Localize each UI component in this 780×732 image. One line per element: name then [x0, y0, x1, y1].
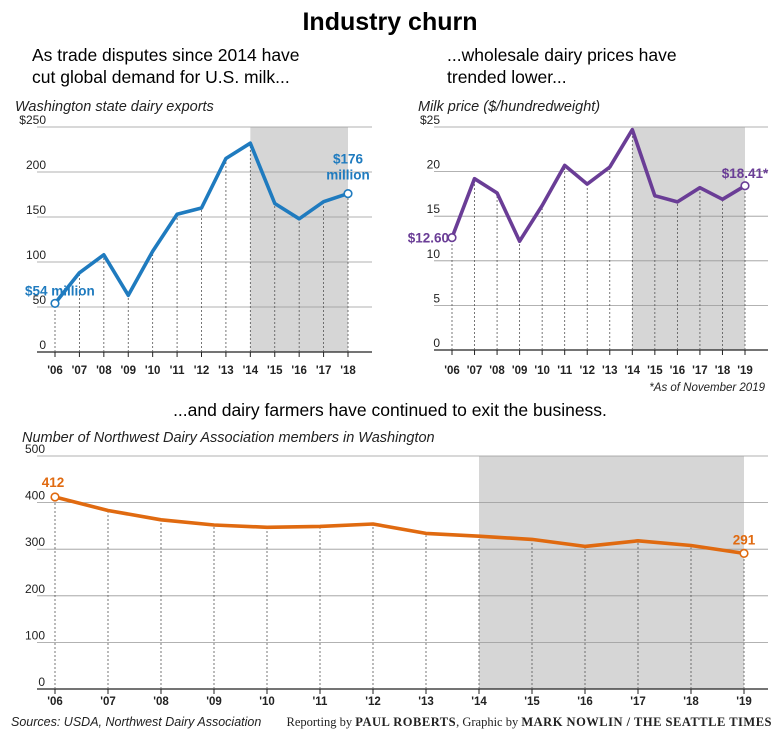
members-xtick-label: '11 — [313, 696, 328, 708]
price-ytick-label: 20 — [427, 158, 441, 172]
exports-xtick-label: '06 — [47, 365, 63, 377]
price-ytick-label: 15 — [427, 202, 441, 216]
members-end-label: 291 — [733, 532, 756, 547]
subtitle-left-line-2: cut global demand for U.S. milk... — [32, 67, 290, 87]
price-ytick-label: $25 — [420, 113, 440, 127]
members-xtick-label: '14 — [471, 696, 487, 708]
members-chart: 0 100 200 300 400 500 '06 '07 '08 '09 '10 '11 '12 '13… — [25, 442, 768, 708]
exports-xtick-label: '15 — [267, 365, 283, 377]
members-point-start — [50, 492, 60, 502]
members-xtick-label: '17 — [630, 696, 646, 708]
price-ytick-label: 10 — [427, 247, 441, 261]
price-xtick-label: '10 — [534, 365, 550, 377]
price-xtick-label: '07 — [467, 365, 483, 377]
credit-reporting-prefix: Reporting by — [287, 715, 356, 729]
exports-start-label: $54 million — [25, 283, 95, 298]
exports-xtick-label: '14 — [243, 365, 259, 377]
price-xtick-label: '11 — [557, 365, 572, 377]
members-xtick-label: '19 — [736, 696, 752, 708]
members-start-label: 412 — [42, 475, 65, 490]
price-xtick-label: '08 — [489, 365, 505, 377]
members-ytick-label: 400 — [25, 489, 45, 503]
credit-graphic-prefix: , Graphic by — [456, 715, 521, 729]
price-point-end — [740, 181, 750, 191]
price-xtick-label: '18 — [715, 365, 731, 377]
price-end-label: $18.41* — [722, 166, 769, 181]
price-ytick-label: 5 — [433, 291, 440, 305]
price-xtick-label: '17 — [692, 365, 708, 377]
source-line: Sources: USDA, Northwest Dairy Associati… — [11, 715, 261, 729]
price-xtick-label: '09 — [512, 365, 528, 377]
exports-point-end — [343, 189, 353, 199]
exports-xtick-label: '09 — [120, 365, 136, 377]
price-xtick-label: '13 — [602, 365, 618, 377]
price-chart: 0 5 10 15 20 $25 '06 '07 '08 '09 '10 '11 '12 '13 '14 '1… — [408, 113, 769, 377]
price-shaded-period — [632, 127, 745, 350]
subtitle-right-line-2: trended lower... — [447, 67, 567, 87]
exports-ytick-label: 150 — [26, 203, 46, 217]
exports-ytick-label: 50 — [33, 293, 47, 307]
price-xtick-label: '15 — [647, 365, 663, 377]
members-xtick-label: '15 — [524, 696, 540, 708]
exports-xtick-label: '17 — [316, 365, 332, 377]
members-xtick-label: '07 — [100, 696, 116, 708]
exports-xtick-label: '18 — [340, 365, 356, 377]
members-series-line — [53, 495, 746, 556]
exports-xtick-label: '13 — [218, 365, 234, 377]
credit-line: Reporting by PAUL ROBERTS, Graphic by MA… — [287, 715, 773, 729]
price-point-start — [447, 233, 457, 243]
exports-xtick-label: '07 — [72, 365, 88, 377]
exports-end-label-line-2: million — [326, 168, 370, 183]
members-ytick-label: 300 — [25, 535, 45, 549]
price-xtick-label: '16 — [670, 365, 686, 377]
price-xtick-label: '14 — [625, 365, 641, 377]
price-xtick-label: '19 — [737, 365, 753, 377]
price-xtick-label: '12 — [579, 365, 595, 377]
exports-ytick-label: $250 — [19, 113, 46, 127]
members-xtick-label: '10 — [259, 696, 275, 708]
exports-series-line — [53, 141, 350, 306]
exports-end-label-line-1: $176 — [333, 152, 364, 167]
exports-ytick-label: 100 — [26, 248, 46, 262]
members-xtick-label: '08 — [153, 696, 169, 708]
exports-xtick-label: '12 — [194, 365, 210, 377]
exports-xtick-label: '10 — [145, 365, 161, 377]
members-xtick-label: '16 — [577, 696, 593, 708]
price-xtick-label: '06 — [444, 365, 460, 377]
footnote: *As of November 2019 — [649, 382, 765, 394]
main-title: Industry churn — [302, 8, 477, 36]
exports-xtick-label: '08 — [96, 365, 112, 377]
subtitle-left-line-1: As trade disputes since 2014 have — [32, 45, 300, 65]
price-ytick-label: 0 — [433, 336, 440, 350]
subtitle-bottom: ...and dairy farmers have continued to e… — [173, 400, 607, 420]
members-shaded-period — [479, 456, 744, 689]
members-chart-title: Number of Northwest Dairy Association me… — [22, 430, 435, 446]
credit-artist: MARK NOWLIN / THE SEATTLE TIMES — [521, 715, 772, 729]
subtitle-right-line-1: ...wholesale dairy prices have — [447, 45, 677, 65]
members-ytick-label: 200 — [25, 582, 45, 596]
members-ytick-label: 500 — [25, 442, 45, 456]
members-xtick-label: '18 — [683, 696, 699, 708]
members-xtick-label: '06 — [47, 696, 63, 708]
exports-chart: 0 50 100 150 200 $250 '06 '07 '08 '09 '10 '11 '12 '13… — [19, 113, 372, 377]
price-chart-title: Milk price ($/hundredweight) — [418, 99, 600, 115]
exports-ytick-label: 200 — [26, 158, 46, 172]
credit-reporter: PAUL ROBERTS — [355, 715, 456, 729]
members-xtick-label: '12 — [365, 696, 381, 708]
exports-xtick-label: '11 — [170, 365, 185, 377]
price-start-label: $12.60 — [408, 231, 449, 246]
exports-point-start — [50, 298, 60, 309]
members-point-end — [739, 548, 749, 558]
members-ytick-label: 0 — [38, 675, 45, 689]
members-ytick-label: 100 — [25, 628, 45, 642]
members-xtick-label: '13 — [418, 696, 434, 708]
exports-xtick-label: '16 — [291, 365, 307, 377]
price-series-line — [450, 127, 747, 243]
exports-chart-title: Washington state dairy exports — [15, 99, 214, 115]
members-xtick-label: '09 — [206, 696, 222, 708]
exports-ytick-label: 0 — [39, 338, 46, 352]
